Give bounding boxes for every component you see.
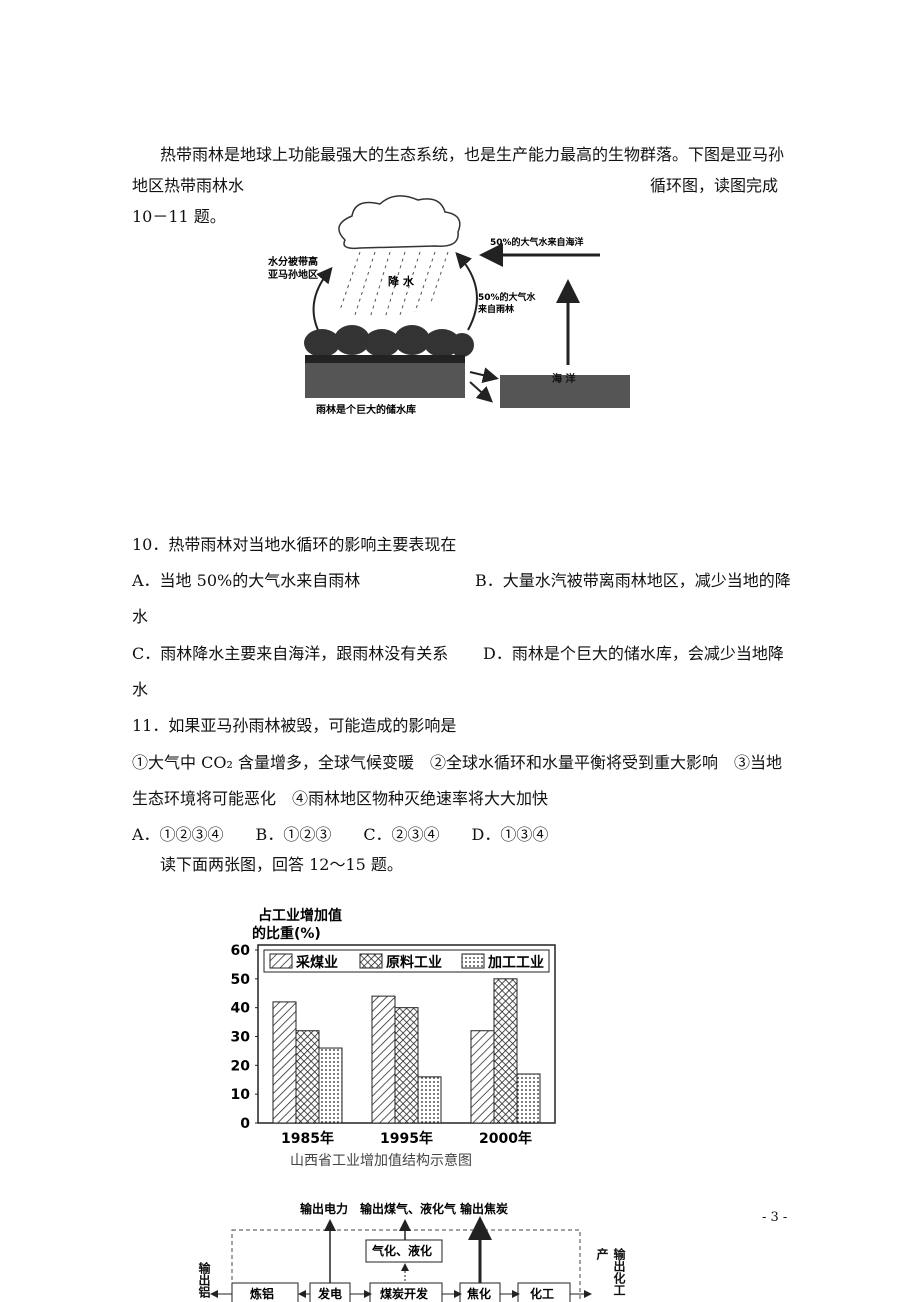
options-line: A．①②③④ B．①②③ C．②③④ D．①③④ (132, 825, 549, 844)
bar (371, 995, 396, 1124)
chart-title: 山西省工业增加值结构示意图 (290, 1152, 472, 1169)
ground (305, 363, 465, 398)
legend-swatch (461, 953, 485, 969)
side-label: 输出铝 (197, 1262, 211, 1298)
x-tick-label: 2000年 (479, 1130, 532, 1147)
legend-label: 加工工业 (487, 955, 544, 971)
box-label: 发电 (317, 1286, 342, 1301)
legend-swatch (269, 953, 293, 969)
arrow (455, 252, 478, 331)
bar (516, 1073, 541, 1124)
x-tick-label: 1995年 (380, 1130, 433, 1147)
box-label: 炼铝 (250, 1286, 274, 1301)
label: 水分被带高 (267, 255, 318, 268)
box-label: 气化、液化 (371, 1243, 432, 1258)
box-label: 化工 (530, 1286, 554, 1301)
bar (272, 1001, 297, 1124)
arrow (469, 367, 499, 383)
box-label: 煤炭开发 (380, 1286, 429, 1301)
y-tick-label: 60 (231, 943, 251, 959)
bar (394, 1007, 419, 1124)
y-tick-label: 30 (231, 1030, 251, 1046)
legend-label: 采煤业 (295, 954, 338, 971)
cloud (338, 195, 461, 250)
label: 50%的大气水来自海洋 (490, 236, 584, 248)
question-stem: 10．热带雨林对当地水循环的影响主要表现在 (132, 535, 457, 554)
option: A．当地 50%的大气水来自雨林 (132, 571, 361, 590)
output-label: 输出焦炭 (460, 1201, 508, 1216)
y-axis-label: 占工业增加值 (258, 907, 342, 924)
option: D．雨林是个巨大的储水库，会减少当地降 (483, 644, 784, 663)
bar (295, 1030, 320, 1124)
x-tick-label: 1985年 (281, 1130, 334, 1147)
y-tick-label: 40 (231, 1001, 251, 1017)
rain (339, 251, 449, 319)
caption: 雨林是个巨大的储水库 (316, 403, 416, 416)
ocean (500, 375, 630, 408)
option: 水 (132, 680, 149, 699)
y-tick-label: 50 (231, 972, 251, 988)
output-label: 输出电力 (300, 1201, 348, 1216)
dashed-frame (231, 1229, 581, 1302)
arrow (469, 381, 493, 403)
label: 亚马孙地区 (268, 268, 318, 281)
y-axis-label: 的比重(%) (252, 925, 321, 942)
bar (493, 978, 518, 1124)
flow-diagram: 输出电力 输出煤气、液化气 输出焦炭 气化、液化 炼铝 发电 煤炭开发 焦化 化… (210, 1201, 592, 1302)
side-label: 输出化工产 (595, 1248, 626, 1296)
label: 来自雨林 (477, 303, 515, 315)
bar (470, 1030, 495, 1124)
y-tick-label: 0 (240, 1116, 250, 1132)
option: C．雨林降水主要来自海洋，跟雨林没有关系 (132, 644, 449, 663)
label: 50%的大气水 (478, 291, 537, 303)
ocean-label: 海 洋 (552, 372, 575, 385)
box (365, 1239, 443, 1263)
page-number: - 3 - (762, 1210, 788, 1225)
question-stem: 11．如果亚马孙雨林被毁，可能造成的影响是 (132, 716, 457, 735)
legend-swatch (359, 953, 383, 969)
output-label: 输出煤气、液化气 (360, 1201, 456, 1216)
y-tick-label: 20 (231, 1058, 251, 1074)
paragraph-line: 10－11 题。 (132, 207, 226, 226)
statement-line: 生态环境将可能恶化 ④雨林地区物种灭绝速率将大大加快 (132, 789, 549, 808)
paragraph-line: 循环图，读图完成 (650, 176, 779, 195)
bar (417, 1076, 442, 1124)
trees (304, 325, 474, 357)
arrow (312, 266, 333, 331)
option: B．大量水汽被带离雨林地区，减少当地的降 (475, 571, 791, 590)
instruction: 读下面两张图，回答 12～15 题。 (160, 855, 403, 874)
paragraph-line: 地区热带雨林水 (132, 176, 245, 195)
water-cycle-diagram: 降 水 水分被带高 亚马孙地区 50%的大气水来自海洋 50%的大气水 来自雨林… (267, 195, 630, 416)
statement-line: ①大气中 CO₂ 含量增多，全球气候变暖 ②全球水循环和水量平衡将受到重大影响 … (132, 753, 782, 772)
trunks (305, 355, 465, 363)
option: 水 (132, 607, 149, 626)
rain-label: 降 水 (388, 274, 415, 288)
legend-label: 原料工业 (386, 954, 442, 971)
box-label: 焦化 (466, 1286, 491, 1301)
y-tick-label: 10 (231, 1087, 251, 1103)
legend-frame (263, 949, 550, 973)
bar (318, 1047, 343, 1124)
bar-chart: 占工业增加值 的比重(%) 山西省工业增加值结构示意图 0 10 20 30 40 50 6… (231, 907, 556, 1169)
paragraph-line: 热带雨林是地球上功能最强大的生态系统，也是生产能力最高的生物群落。下图是亚马孙 (160, 145, 785, 164)
